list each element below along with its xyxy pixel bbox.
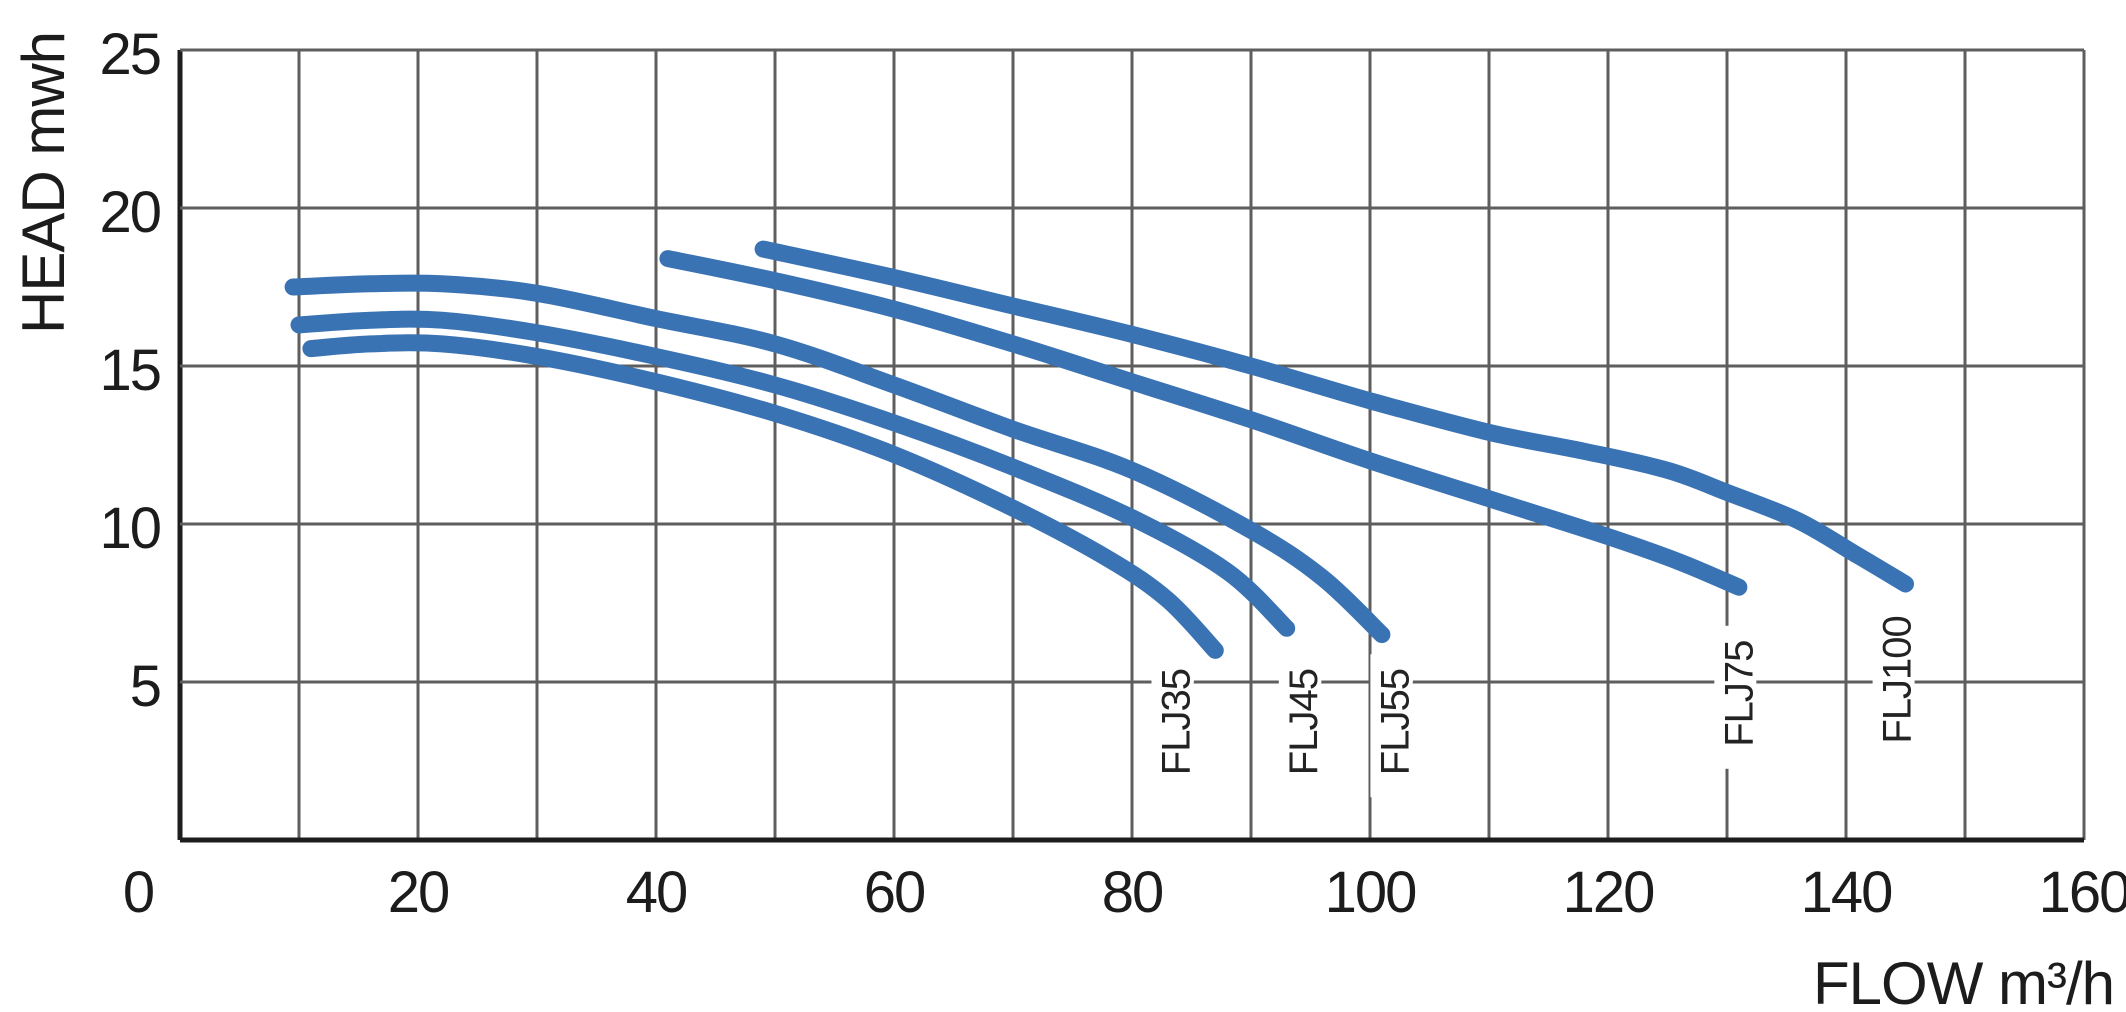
curves-layer <box>284 240 1914 659</box>
y-tick-label: 15 <box>99 338 160 403</box>
x-tick-label: 20 <box>388 860 449 925</box>
curve-label-backing-FLJ75 <box>1714 625 1757 769</box>
ticks-layer: 0 20 40 60 80 100 120 140 160 5 10 15 20 25 <box>99 22 2126 925</box>
x-axis-title: FLOW m³/h <box>1813 950 2114 1012</box>
curve-FLJ100 <box>754 240 1914 593</box>
curve-labels-layer: FLJ35 FLJ45 FLJ55 FLJ75 FLJ100 <box>1150 603 1924 798</box>
grid-layer <box>177 48 2086 843</box>
curve-FLJ35 <box>302 334 1224 659</box>
x-tick-label: 120 <box>1563 860 1654 925</box>
x-tick-label: 100 <box>1325 860 1416 925</box>
curve-label-FLJ100: FLJ100 <box>1876 616 1920 743</box>
curve-FLJ45 <box>290 310 1296 637</box>
curve-label-FLJ35: FLJ35 <box>1154 669 1198 775</box>
curve-label-backing-FLJ45 <box>1278 654 1321 798</box>
curve-label-FLJ55: FLJ55 <box>1373 669 1417 775</box>
curve-FLJ55 <box>284 274 1391 644</box>
y-tick-label: 25 <box>99 22 160 87</box>
x-tick-label: 140 <box>1801 860 1892 925</box>
y-axis-title: HEAD mwh <box>10 32 77 334</box>
curve-label-backing-FLJ35 <box>1151 654 1194 798</box>
y-tick-label: 5 <box>130 654 160 719</box>
x-tick-label: 40 <box>626 860 687 925</box>
curve-FLJ75 <box>659 250 1748 596</box>
x-tick-label: 160 <box>2039 860 2126 925</box>
x-tick-label: 80 <box>1102 860 1163 925</box>
x-tick-label: 0 <box>123 860 153 925</box>
y-tick-label: 20 <box>99 180 160 245</box>
curve-label-backing-FLJ55 <box>1370 654 1413 798</box>
y-tick-label: 10 <box>99 496 160 561</box>
x-tick-label: 60 <box>864 860 925 925</box>
curve-label-FLJ75: FLJ75 <box>1717 641 1761 747</box>
curve-label-backing-FLJ100 <box>1872 603 1915 766</box>
curve-label-FLJ45: FLJ45 <box>1282 669 1326 775</box>
